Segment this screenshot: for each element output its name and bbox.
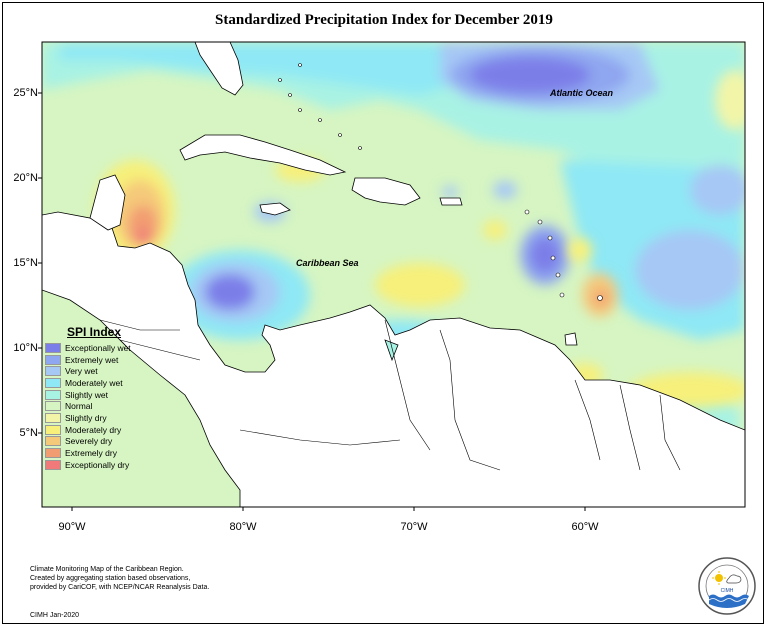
map-title: Standardized Precipitation Index for Dec…	[215, 12, 553, 28]
lon-tick-90w: 90°W	[58, 521, 86, 533]
legend-item: Severely dry	[45, 436, 155, 448]
legend-label: Moderately dry	[65, 424, 122, 435]
lon-tick-70w: 70°W	[400, 521, 428, 533]
lat-tick-10n: 10°N	[13, 342, 38, 354]
lon-tick-80w: 80°W	[229, 521, 257, 533]
footer-credits: Climate Monitoring Map of the Caribbean …	[30, 565, 209, 592]
legend-label: Normal	[65, 401, 93, 412]
lat-tick-15n: 15°N	[13, 257, 38, 269]
legend-swatch	[45, 377, 61, 388]
footer-line: Climate Monitoring Map of the Caribbean …	[30, 566, 184, 573]
legend-item: Extremely wet	[45, 354, 155, 366]
atlantic-ocean-label: Atlantic Ocean	[550, 88, 614, 98]
footer-line: provided by CariCOF, with NCEP/NCAR Rean…	[30, 584, 210, 591]
legend-label: Exceptionally dry	[65, 459, 130, 470]
legend-swatch	[45, 436, 61, 447]
legend-label: Moderately wet	[65, 377, 123, 388]
legend-item: Normal	[45, 400, 155, 412]
legend-item: Extremely dry	[45, 447, 155, 459]
footer-line: Created by aggregating station based obs…	[30, 575, 191, 582]
footer-date: CIMH Jan-2020	[30, 612, 80, 619]
legend-item: Exceptionally wet	[45, 342, 155, 354]
legend-swatch	[45, 424, 61, 435]
legend-item: Very wet	[45, 365, 155, 377]
legend-item: Slightly wet	[45, 389, 155, 401]
legend-swatch	[45, 448, 61, 459]
lat-tick-25n: 25°N	[13, 87, 38, 99]
legend-label: Exceptionally wet	[65, 342, 131, 353]
legend-label: Slightly dry	[65, 412, 107, 423]
legend-item: Slightly dry	[45, 412, 155, 424]
legend-item: Moderately wet	[45, 377, 155, 389]
legend-swatch	[45, 401, 61, 412]
legend-swatch	[45, 342, 61, 353]
spi-legend: SPI Index Exceptionally wet Extremely wet…	[45, 325, 155, 471]
legend-swatch	[45, 389, 61, 400]
svg-text:CIMH: CIMH	[721, 588, 734, 594]
legend-label: Very wet	[65, 366, 98, 377]
lat-tick-20n: 20°N	[13, 172, 38, 184]
caribbean-sea-label: Caribbean Sea	[296, 258, 359, 268]
legend-title: SPI Index	[67, 325, 122, 339]
legend-swatch	[45, 459, 61, 470]
cimh-logo: CIMH	[698, 557, 756, 615]
legend-rows: Exceptionally wet Extremely wet Very wet Mo…	[45, 342, 155, 471]
legend-label: Slightly wet	[65, 389, 108, 400]
legend-item: Exceptionally dry	[45, 459, 155, 471]
legend-label: Severely dry	[65, 436, 113, 447]
legend-swatch	[45, 366, 61, 377]
legend-swatch	[45, 412, 61, 423]
legend-label: Extremely dry	[65, 448, 117, 459]
legend-swatch	[45, 354, 61, 365]
lat-tick-5n: 5°N	[19, 427, 38, 439]
map-border	[41, 41, 746, 508]
legend-label: Extremely wet	[65, 354, 119, 365]
lon-tick-60w: 60°W	[571, 521, 599, 533]
legend-item: Moderately dry	[45, 424, 155, 436]
